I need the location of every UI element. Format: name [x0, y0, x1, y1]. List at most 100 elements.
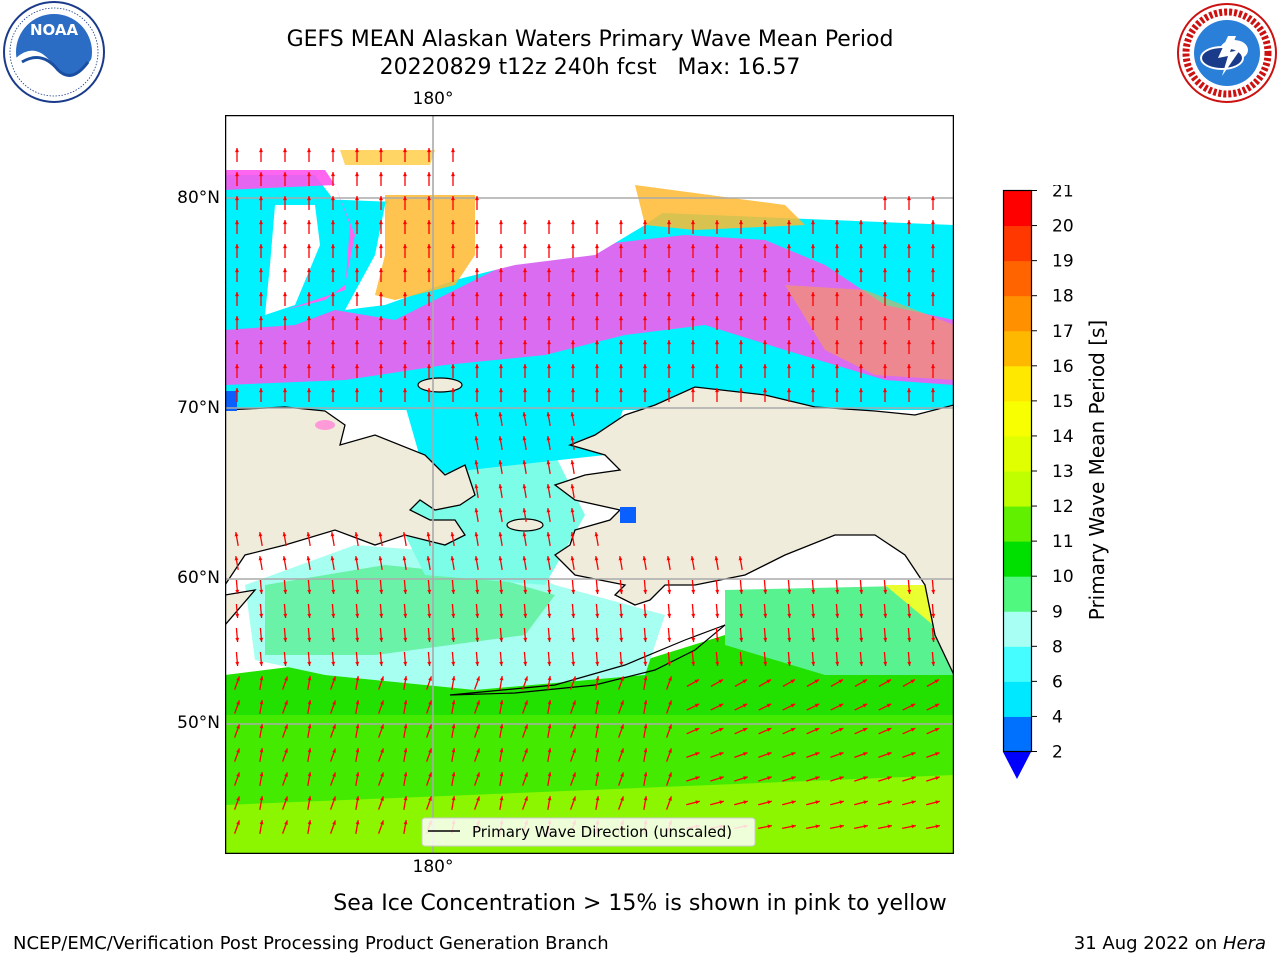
wave-arrow-head — [451, 244, 455, 249]
wave-arrow-head — [695, 776, 700, 780]
colorbar-segment — [1003, 435, 1032, 472]
wave-arrow-head — [595, 364, 599, 369]
wave-arrow-head — [355, 148, 359, 153]
wave-arrow-head — [595, 772, 600, 777]
wave-arrow-head — [839, 800, 844, 805]
wave-arrow-head — [643, 268, 647, 273]
wave-arrow-head — [619, 244, 623, 249]
wave-arrow-head — [307, 292, 311, 297]
wave-arrow-head — [332, 700, 336, 705]
wave-arrow-head — [475, 220, 479, 225]
colorbar-segment — [1003, 330, 1032, 367]
map-legend-box — [421, 817, 756, 847]
wave-arrow-head — [307, 268, 311, 273]
wave-arrow-head — [379, 364, 383, 369]
wave-arrow-head — [235, 589, 240, 594]
wave-arrow-head — [403, 820, 408, 825]
wave-arrow-head — [595, 292, 599, 297]
wave-arrow-head — [643, 724, 648, 729]
wave-arrow-head — [595, 748, 600, 753]
wave-arrow-head — [331, 268, 335, 273]
wave-arrow-head — [910, 679, 916, 684]
colorbar-extend-arrow — [1003, 752, 1031, 779]
wave-arrow-head — [330, 556, 335, 561]
wave-arrow-head — [719, 800, 724, 805]
low-period-blue-west — [225, 391, 237, 411]
wave-arrow-head — [691, 268, 695, 273]
sea-ice-yellow-top — [340, 150, 435, 165]
wave-arrow-head — [883, 364, 887, 369]
wave-arrow-head — [643, 700, 648, 705]
wave-arrow-head — [355, 796, 360, 801]
wave-arrow-head — [282, 532, 287, 537]
wave-arrow-head — [403, 748, 408, 753]
wave-arrow-head — [715, 244, 719, 249]
wave-arrow-head — [330, 532, 335, 537]
wave-arrow-head — [475, 661, 480, 666]
wave-arrow-head — [524, 796, 528, 801]
wave-arrow-head — [259, 661, 264, 666]
colorbar-segment — [1003, 716, 1032, 752]
wave-arrow-head — [379, 196, 383, 201]
wave-arrow-head — [258, 532, 263, 537]
wave-arrow-head — [378, 556, 383, 561]
wave-arrow-head — [379, 589, 384, 594]
wave-arrow-head — [355, 340, 359, 345]
wave-arrow-head — [451, 589, 456, 594]
wave-arrow-head — [547, 388, 551, 393]
wave-arrow-head — [835, 637, 840, 642]
colorbar-tick-label: 21 — [1052, 185, 1074, 202]
wave-arrow-head — [331, 364, 335, 369]
wave-arrow-head — [306, 556, 311, 561]
wave-arrow-head — [427, 148, 431, 153]
sea-ice-orange-north — [635, 185, 805, 230]
wave-arrow-head — [524, 700, 528, 705]
wave-arrow-head — [763, 244, 767, 249]
wave-arrow-head — [403, 220, 407, 225]
wave-arrow-head — [763, 661, 768, 666]
wave-arrow-head — [620, 676, 624, 681]
wave-arrow-head — [498, 532, 503, 537]
colorbar-outline — [1002, 189, 1033, 753]
wave-arrow-head — [403, 196, 407, 201]
wave-arrow-head — [719, 776, 724, 780]
wave-arrow-head — [475, 268, 479, 273]
wave-arrow-head — [283, 196, 287, 201]
wave-arrow-head — [546, 508, 551, 513]
wave-arrow-head — [259, 148, 263, 153]
wave-arrow-head — [935, 752, 940, 756]
noaa-logo: NOAA — [3, 1, 105, 103]
wave-arrow-head — [595, 244, 599, 249]
wave-arrow-head — [715, 637, 720, 642]
wave-arrow-head — [380, 796, 384, 801]
wave-arrow-head — [283, 340, 287, 345]
wave-arrow-head — [691, 364, 695, 369]
wave-arrow-head — [306, 532, 311, 537]
wave-arrow-head — [259, 364, 263, 369]
wave-arrow-head — [499, 748, 504, 753]
wave-arrow-head — [690, 556, 695, 561]
wave-arrow-head — [814, 679, 820, 684]
wave-arrow-head — [668, 772, 672, 777]
wave-arrow-head — [427, 589, 432, 594]
wave-arrow-head — [643, 340, 647, 345]
land-wrangel-island — [417, 377, 463, 393]
wave-arrow-head — [451, 613, 456, 618]
wave-arrow-head — [331, 244, 335, 249]
wave-arrow-head — [907, 244, 911, 249]
wave-arrow-head — [791, 800, 796, 805]
wave-arrow-head — [450, 532, 455, 537]
wave-arrow-head — [427, 613, 432, 618]
wave-arrow-head — [355, 676, 360, 681]
wave-arrow-head — [355, 268, 359, 273]
wave-arrow-head — [570, 484, 575, 489]
wave-arrow-head — [619, 589, 624, 594]
wave-arrow-head — [475, 589, 480, 594]
wave-arrow-head — [259, 196, 263, 201]
wave-arrow-head — [907, 292, 911, 297]
wave-arrow-head — [523, 364, 527, 369]
wave-arrow-head — [790, 703, 796, 708]
wave-arrow-head — [907, 340, 911, 345]
wave-arrow-head — [403, 724, 408, 729]
wave-arrow-head — [546, 532, 551, 537]
